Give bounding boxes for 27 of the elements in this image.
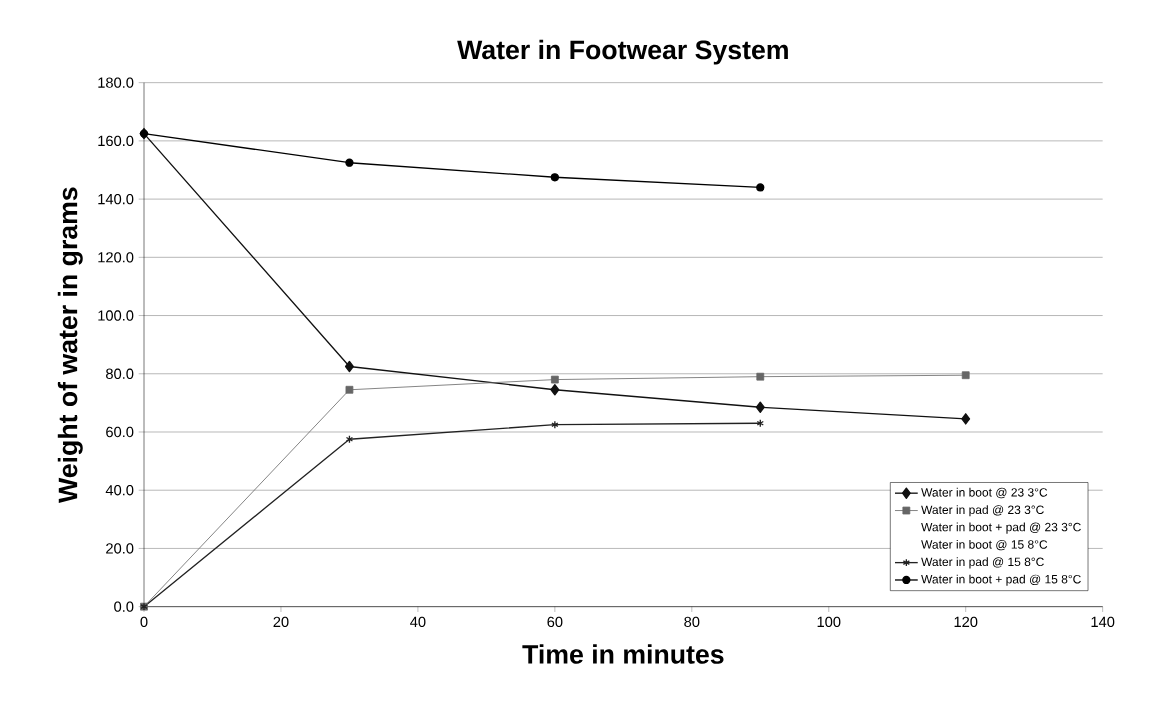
y-tick-label: 180.0 xyxy=(98,77,134,88)
legend-label: Water in boot @ 23 3°C xyxy=(921,487,1048,499)
y-tick-label: 0.0 xyxy=(114,601,134,612)
y-tick-label: 100.0 xyxy=(98,310,134,321)
x-tick-label: 140 xyxy=(1091,616,1115,628)
y-tick-label: 40.0 xyxy=(105,485,134,496)
x-tick-label: 0 xyxy=(140,616,148,628)
x-tick-label: 120 xyxy=(954,616,978,628)
x-tick-label: 100 xyxy=(817,616,841,628)
y-tick-label: 80.0 xyxy=(106,368,134,379)
y-tick-label: 20.0 xyxy=(106,543,134,554)
chart-title: Water in Footwear System xyxy=(457,39,788,65)
y-tick-label: 160.0 xyxy=(98,135,134,147)
legend-label: Water in boot + pad @ 15 8°C xyxy=(921,574,1081,586)
x-tick-label: 20 xyxy=(273,616,289,628)
text: Water in boot @ 15 8°C xyxy=(921,539,1048,551)
x-tick-label: 80 xyxy=(684,616,700,628)
x-tick-label: 40 xyxy=(410,616,426,628)
y-tick-label: 120.0 xyxy=(98,252,134,263)
y-axis-title: Weight of water in grams xyxy=(57,187,83,503)
legend-label: Water in pad @ 15 8°C xyxy=(921,557,1044,569)
y-tick-label: 60.0 xyxy=(106,426,134,438)
text: Water in boot + pad @ 23 3°C xyxy=(921,522,1081,534)
y-tick-label: 140.0 xyxy=(98,193,134,205)
x-axis-title: Time in minutes xyxy=(522,644,724,664)
x-tick-label: 60 xyxy=(547,616,563,628)
legend-label: Water in pad @ 23 3°C xyxy=(921,505,1044,517)
